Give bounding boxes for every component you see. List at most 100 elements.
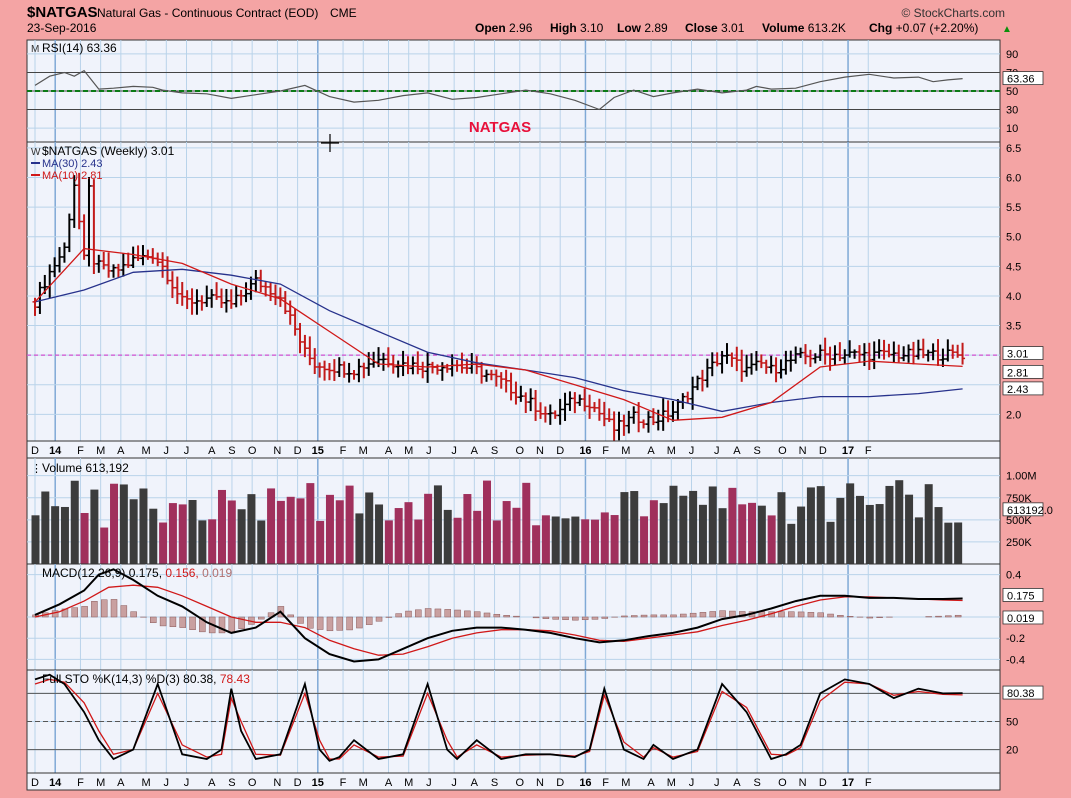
volume-bar <box>267 488 275 564</box>
rsi-last-value: 63.36 <box>1007 74 1035 86</box>
volume-bar <box>454 518 462 564</box>
volume-bar <box>620 492 628 564</box>
volume-bar <box>650 500 658 564</box>
macd-histogram-bar <box>298 617 304 623</box>
volume-bar <box>777 492 785 564</box>
x-axis-top-label: D <box>556 445 564 457</box>
macd-histogram-bar <box>533 617 539 618</box>
macd-histogram-bar <box>641 615 647 617</box>
volume-bar <box>876 504 884 564</box>
macd-histogram-bar <box>474 612 480 617</box>
macd-histogram-bar <box>690 613 696 617</box>
price-tick-label: 2.0 <box>1006 409 1021 421</box>
chart-instrument-name: Natural Gas - Continuous Contract (EOD) <box>97 6 318 20</box>
x-axis-bottom-label: D <box>31 777 39 789</box>
macd-histogram-bar <box>543 617 549 619</box>
volume-bar <box>61 507 69 564</box>
macd-histogram-bar <box>484 613 490 617</box>
volume-bar <box>218 490 226 564</box>
volume-bar <box>522 483 530 564</box>
macd-histogram-bar <box>455 610 461 617</box>
x-axis-top-label: O <box>516 445 525 457</box>
x-axis-top-label: M <box>96 445 105 457</box>
macd-last-value: 0.175 <box>1007 590 1035 602</box>
x-axis-bottom-label: D <box>556 777 564 789</box>
x-axis-bottom-label: J <box>164 777 170 789</box>
volume-bar <box>404 502 412 564</box>
volume-bar <box>198 520 206 564</box>
volume-bar <box>414 520 422 564</box>
macd-histogram-bar <box>651 615 657 617</box>
quote-volume: Volume 613.2K <box>762 21 846 35</box>
x-axis-top-label: A <box>117 445 125 457</box>
x-axis-top-label: A <box>647 445 655 457</box>
rsi-tick-label: 30 <box>1006 105 1018 117</box>
macd-histogram-bar <box>504 615 510 617</box>
macd-histogram-bar <box>327 617 333 631</box>
volume-bar <box>944 523 952 564</box>
macd-tick-label: -0.2 <box>1006 633 1025 645</box>
macd-histogram-bar <box>582 617 588 620</box>
volume-bar <box>827 522 835 564</box>
x-axis-top-label: O <box>248 445 257 457</box>
x-axis-top-label: J <box>184 445 190 457</box>
volume-bar <box>885 486 893 564</box>
price-legend: $NATGAS (Weekly) 3.01 <box>42 144 175 158</box>
volume-bar <box>336 500 344 564</box>
volume-bar <box>699 505 707 564</box>
volume-bar <box>365 492 373 564</box>
x-axis-top-label: M <box>621 445 630 457</box>
ma30-legend: MA(30) 2.43 <box>42 158 103 170</box>
x-axis-bottom-label: O <box>248 777 257 789</box>
macd-histogram-bar <box>307 617 313 628</box>
volume-bar <box>463 494 471 564</box>
quote-close: Close 3.01 <box>685 21 745 35</box>
macd-histogram-bar <box>621 616 627 617</box>
ma10-legend: MA(10) 2.81 <box>42 170 103 182</box>
macd-histogram-bar <box>847 616 853 617</box>
x-axis-bottom-label: J <box>714 777 720 789</box>
volume-bar <box>640 516 648 564</box>
volume-bar <box>473 511 481 564</box>
macd-histogram-bar <box>150 617 156 623</box>
volume-bar <box>846 483 854 564</box>
rsi-legend: RSI(14) 63.36 <box>42 41 117 55</box>
volume-bar <box>748 503 756 564</box>
macd-histogram-bar <box>710 611 716 617</box>
quote-high: High 3.10 <box>550 21 604 35</box>
volume-bar <box>120 484 128 564</box>
x-axis-top-label: F <box>865 445 872 457</box>
volume-tick-label: 1.00M <box>1006 471 1037 483</box>
price-tick-label: 6.5 <box>1006 143 1021 155</box>
volume-bar <box>179 504 187 564</box>
x-axis-bottom-label: S <box>753 777 760 789</box>
macd-histogram-bar <box>720 611 726 617</box>
macd-histogram-bar <box>788 612 794 617</box>
volume-bar <box>552 517 560 564</box>
x-axis-top-label: M <box>142 445 151 457</box>
volume-bar <box>434 485 442 564</box>
x-axis-top-label: M <box>359 445 368 457</box>
x-axis-top-label: N <box>273 445 281 457</box>
volume-bar <box>856 496 864 564</box>
x-axis-bottom-label: F <box>77 777 84 789</box>
x-axis-bottom-label: F <box>865 777 872 789</box>
macd-histogram-bar <box>494 614 500 617</box>
volume-bar <box>247 494 255 564</box>
x-axis-bottom-label: F <box>602 777 609 789</box>
x-axis-bottom-label: J <box>689 777 695 789</box>
macd-histogram-bar <box>229 617 235 633</box>
x-axis-bottom-label: M <box>96 777 105 789</box>
volume-bar <box>895 480 903 564</box>
x-axis-bottom-label: 15 <box>312 777 324 789</box>
volume-bar <box>277 501 285 564</box>
volume-bar <box>130 499 138 564</box>
volume-bar <box>71 481 79 564</box>
x-axis-bottom-label: S <box>491 777 498 789</box>
x-axis-top-label: A <box>208 445 216 457</box>
volume-bar <box>591 520 599 564</box>
volume-bar <box>228 500 236 564</box>
x-axis-bottom-label: N <box>799 777 807 789</box>
x-axis-bottom-label: A <box>208 777 216 789</box>
